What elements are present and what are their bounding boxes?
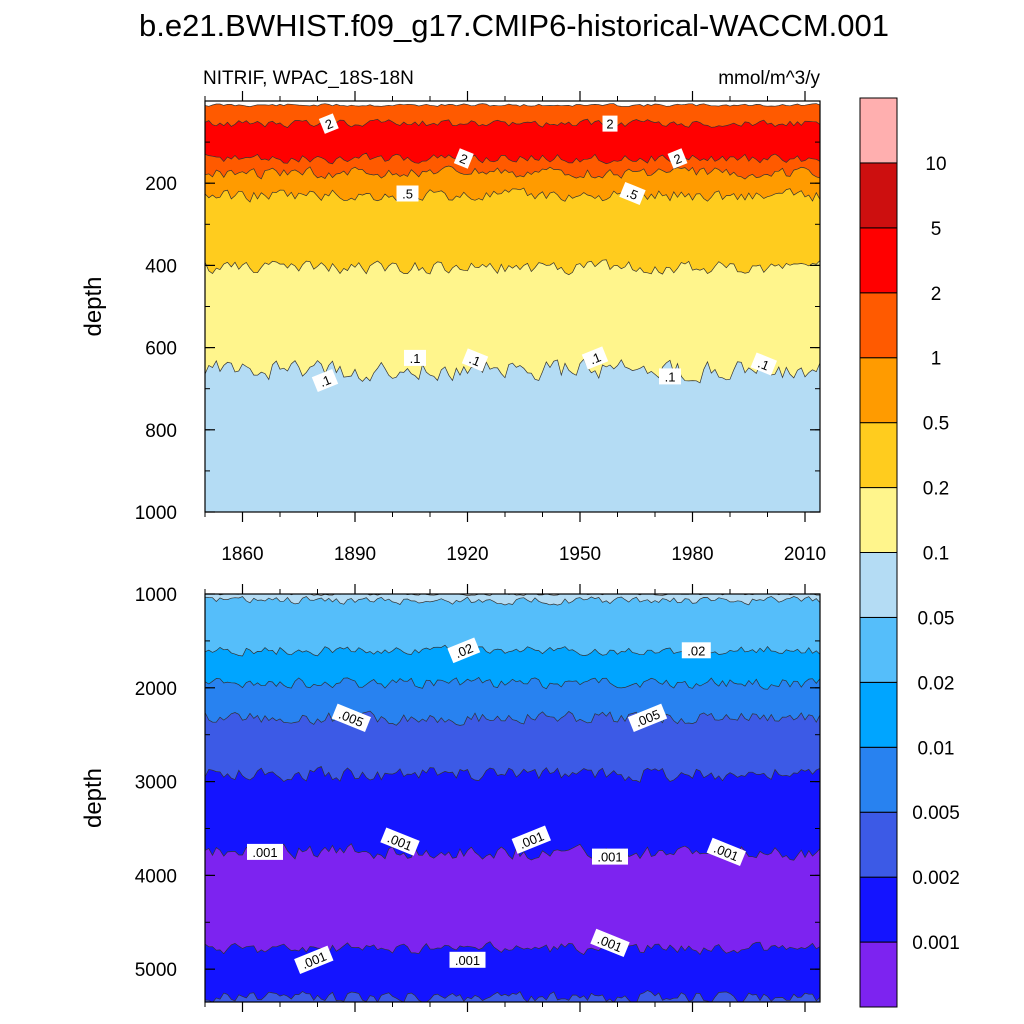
contour-label: .001 — [247, 843, 283, 860]
colorbar-swatch — [859, 552, 898, 618]
contour-label: .001 — [449, 951, 486, 968]
x-tick-label: 1890 — [334, 544, 376, 565]
svg-text:.001: .001 — [455, 953, 480, 968]
y-tick-label: 2000 — [135, 679, 177, 700]
colorbar-label: 0.02 — [918, 673, 955, 694]
colorbar-label: 0.01 — [918, 738, 955, 759]
contour-label: .1 — [404, 349, 426, 366]
contour-label: .02 — [681, 642, 711, 659]
colorbar-swatch — [859, 227, 898, 294]
colorbar-label: 0.5 — [923, 414, 949, 435]
contour-label: 2 — [318, 113, 339, 134]
colorbar-label: 1 — [931, 349, 942, 370]
y-tick-label: 200 — [145, 174, 177, 195]
colorbar-swatch — [859, 681, 898, 748]
contour-label: .001 — [592, 848, 628, 865]
variable-region-label: NITRIF, WPAC_18S-18N — [203, 68, 414, 89]
upper-panel: 2 2 2 2 .5 .5 .1 .1 .1 .1 .1 .1 200 400 600 800 1000 1860… — [80, 91, 826, 565]
svg-text:.1: .1 — [756, 355, 772, 373]
contour-label: .1 — [750, 352, 777, 376]
y-tick-label: 4000 — [135, 866, 177, 887]
svg-text:.1: .1 — [410, 351, 421, 366]
y-tick-label: 1000 — [135, 503, 177, 524]
colorbar-swatch — [859, 162, 898, 229]
contour-label: 2 — [602, 115, 618, 132]
colorbar-swatch — [859, 941, 898, 1008]
x-tick-label: 2010 — [784, 544, 826, 565]
svg-text:.1: .1 — [467, 351, 483, 369]
colorbar-label: 0.005 — [912, 803, 960, 824]
colorbar-label: 0.1 — [923, 544, 949, 565]
y-axis-label: depth — [80, 768, 107, 828]
colorbar-label: 10 — [925, 154, 946, 175]
colorbar-swatch — [859, 876, 898, 943]
contour-label: .1 — [659, 368, 681, 385]
colorbar-swatch — [859, 811, 898, 878]
y-tick-label: 800 — [145, 421, 177, 442]
y-tick-label: 5000 — [135, 960, 177, 981]
colorbar: 0.001 0.002 0.005 0.01 0.02 0.05 0.1 0.2 0.5 1 2 5 1… — [859, 97, 960, 1008]
svg-text:.001: .001 — [597, 850, 622, 865]
svg-text:.5: .5 — [624, 185, 640, 203]
svg-text:.5: .5 — [402, 187, 413, 202]
contour-label: .1 — [461, 348, 489, 372]
svg-text:.001: .001 — [252, 845, 277, 860]
x-tick-label: 1920 — [446, 544, 488, 565]
colorbar-swatch — [859, 292, 898, 359]
y-tick-label: 600 — [145, 339, 177, 360]
panel-plot-area: 2 2 2 2 .5 .5 .1 .1 .1 .1 .1 .1 — [205, 101, 820, 512]
contour-label: .1 — [581, 346, 609, 370]
svg-text:.02: .02 — [687, 643, 705, 658]
y-tick-label: 400 — [145, 256, 177, 277]
contour-label: 2 — [453, 148, 474, 169]
units-label: mmol/m^3/y — [718, 68, 820, 89]
colorbar-swatch — [859, 616, 898, 683]
y-tick-label: 1000 — [135, 585, 177, 606]
contour-label: .5 — [619, 181, 646, 206]
svg-text:.1: .1 — [587, 349, 603, 367]
colorbar-swatch — [859, 746, 898, 813]
contour-label: 2 — [667, 148, 688, 169]
lower-panel: .02.02.005.005.001.001.001.001.001.001.0… — [80, 584, 821, 1012]
x-tick-label: 1950 — [559, 544, 601, 565]
svg-text:.1: .1 — [665, 369, 676, 384]
colorbar-swatch — [859, 97, 898, 164]
colorbar-label: 2 — [931, 284, 942, 305]
colorbar-label: 0.05 — [918, 608, 955, 629]
contour-label: .1 — [311, 368, 339, 393]
y-tick-label: 3000 — [135, 773, 177, 794]
figure-title: b.e21.BWHIST.f09_g17.CMIP6-historical-WA… — [139, 8, 889, 43]
y-axis-label: depth — [80, 276, 107, 336]
svg-text:2: 2 — [606, 117, 613, 132]
colorbar-swatch — [859, 487, 898, 554]
colorbar-label: 0.2 — [923, 479, 949, 500]
contour-band — [205, 358, 820, 512]
colorbar-swatch — [859, 357, 898, 424]
x-tick-label: 1980 — [671, 544, 713, 565]
colorbar-swatch — [859, 422, 898, 489]
contour-label: .5 — [396, 185, 419, 202]
svg-text:.1: .1 — [317, 372, 333, 390]
svg-text:.02: .02 — [453, 640, 475, 661]
panel-plot-area: .02.02.005.005.001.001.001.001.001.001.0… — [205, 594, 820, 1002]
colorbar-label: 0.002 — [912, 868, 960, 889]
x-tick-label: 1860 — [221, 544, 263, 565]
contour-label: .02 — [447, 637, 481, 664]
contour-band — [205, 990, 820, 1002]
colorbar-label: 5 — [931, 219, 942, 240]
contour-band — [205, 941, 820, 1002]
colorbar-label: 0.001 — [912, 933, 960, 954]
